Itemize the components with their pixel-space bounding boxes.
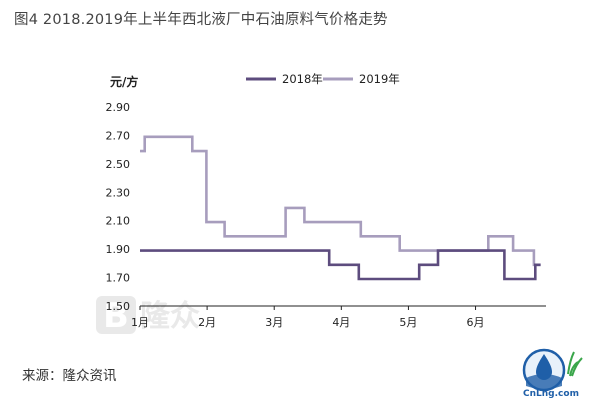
watermark-mark: B [103,296,129,336]
series-lines [140,135,541,281]
y-tick-label: 1.50 [106,300,131,313]
legend-label-2019: 2019年 [359,72,400,86]
x-axis-ticks: 1月 2月 3月 4月 5月 6月 [131,306,485,329]
x-tick-label: 4月 [332,316,350,329]
logo-drop [536,354,552,380]
y-tick-label: 2.30 [106,186,131,199]
x-tick-label: 1月 [131,316,149,329]
source-note: 来源：隆众资讯 [22,368,117,384]
y-tick-label: 2.50 [106,158,131,171]
logo-text: CnLng.com [523,389,579,398]
y-axis-ticks: 1.50 1.70 1.90 2.10 2.30 2.50 2.70 2.90 [106,101,131,313]
x-tick-label: 3月 [265,316,283,329]
legend-label-2018: 2018年 [282,72,323,86]
series-line-2018 [140,249,541,281]
y-tick-label: 2.90 [106,101,131,114]
chart-title: 图4 2018.2019年上半年西北液厂中石油原料气价格走势 [14,12,388,28]
watermark-mark-box [96,296,136,334]
cnlng-logo: CnLng.com [522,348,583,398]
line-chart: B 隆众 1.50 1.70 1.90 2.10 2.30 2.50 2.70 2.90 1月… [96,72,546,336]
watermark: B 隆众 [96,296,200,336]
y-tick-label: 2.10 [106,215,131,228]
y-tick-label: 2.70 [106,129,131,142]
logo-leaves [567,351,583,377]
y-axis-label: 元/方 [110,74,138,89]
logo-wave [526,374,562,389]
y-tick-label: 1.70 [106,272,131,285]
y-tick-label: 1.90 [106,243,131,256]
series-line-2019 [140,135,541,267]
watermark-text: 隆众 [140,299,200,334]
x-tick-label: 5月 [399,316,417,329]
x-tick-label: 6月 [467,316,485,329]
x-tick-label: 2月 [198,316,216,329]
legend: 2018年 2019年 [246,72,400,86]
